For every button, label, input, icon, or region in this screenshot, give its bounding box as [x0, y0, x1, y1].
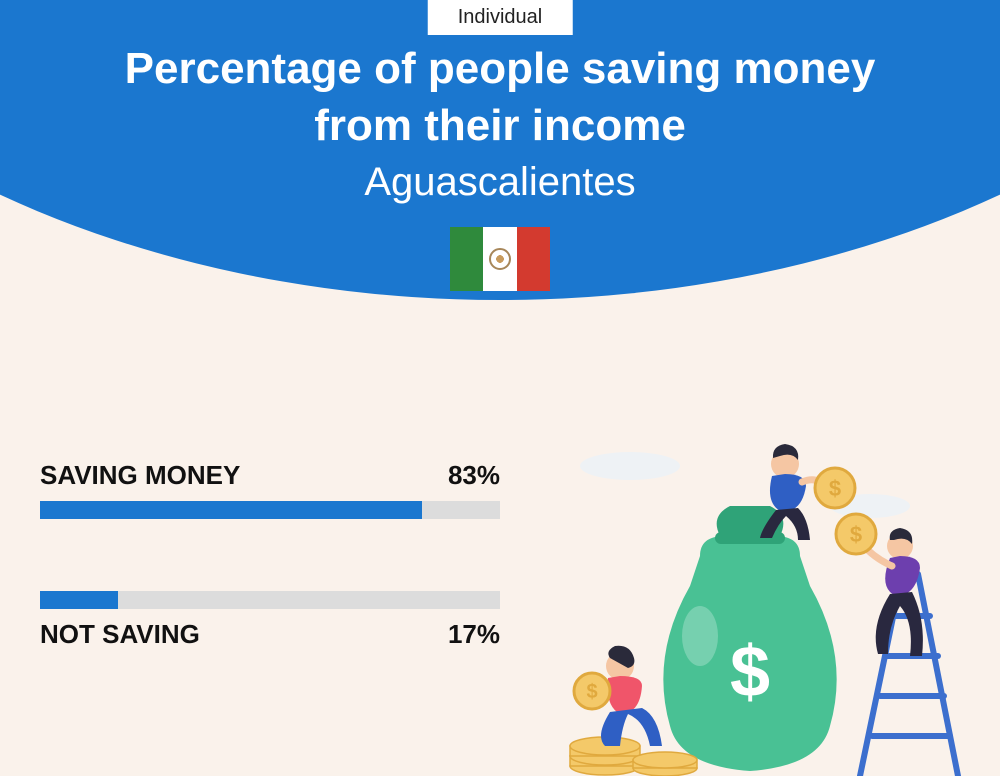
- money-bag-icon: $: [663, 506, 836, 771]
- person-ladder-icon: $: [836, 514, 923, 656]
- bar-group: NOT SAVING 17%: [40, 591, 500, 650]
- bar-labels: SAVING MONEY 83%: [40, 460, 500, 491]
- svg-text:$: $: [850, 522, 862, 547]
- bar-labels: NOT SAVING 17%: [40, 619, 500, 650]
- header: Percentage of people saving money from t…: [0, 40, 1000, 291]
- flag-white-stripe: [483, 227, 516, 291]
- category-tag-label: Individual: [458, 6, 543, 28]
- bar-value: 83%: [448, 460, 500, 491]
- bar-value: 17%: [448, 619, 500, 650]
- bars-container: SAVING MONEY 83% NOT SAVING 17%: [40, 460, 500, 722]
- person-sitting-icon: $: [574, 646, 662, 746]
- flag-red-stripe: [517, 227, 550, 291]
- bar-fill: [40, 591, 118, 609]
- flag-emblem-icon: [489, 248, 511, 270]
- subtitle: Aguascalientes: [0, 160, 1000, 205]
- cloud-icon: [580, 452, 680, 480]
- svg-text:$: $: [829, 476, 841, 501]
- bar-track: [40, 501, 500, 519]
- coin-stack-icon: [570, 737, 697, 776]
- savings-illustration: $ $ $: [550, 436, 970, 776]
- bar-fill: [40, 501, 422, 519]
- bar-label: SAVING MONEY: [40, 460, 240, 491]
- flag-green-stripe: [450, 227, 483, 291]
- bar-track: [40, 591, 500, 609]
- svg-text:$: $: [730, 632, 770, 712]
- category-tag: Individual: [428, 0, 573, 35]
- title-line-1: Percentage of people saving money: [0, 40, 1000, 97]
- bar-label: NOT SAVING: [40, 619, 200, 650]
- bar-group: SAVING MONEY 83%: [40, 460, 500, 519]
- title-line-2: from their income: [0, 97, 1000, 154]
- svg-text:$: $: [586, 681, 597, 703]
- mexico-flag-icon: [450, 227, 550, 291]
